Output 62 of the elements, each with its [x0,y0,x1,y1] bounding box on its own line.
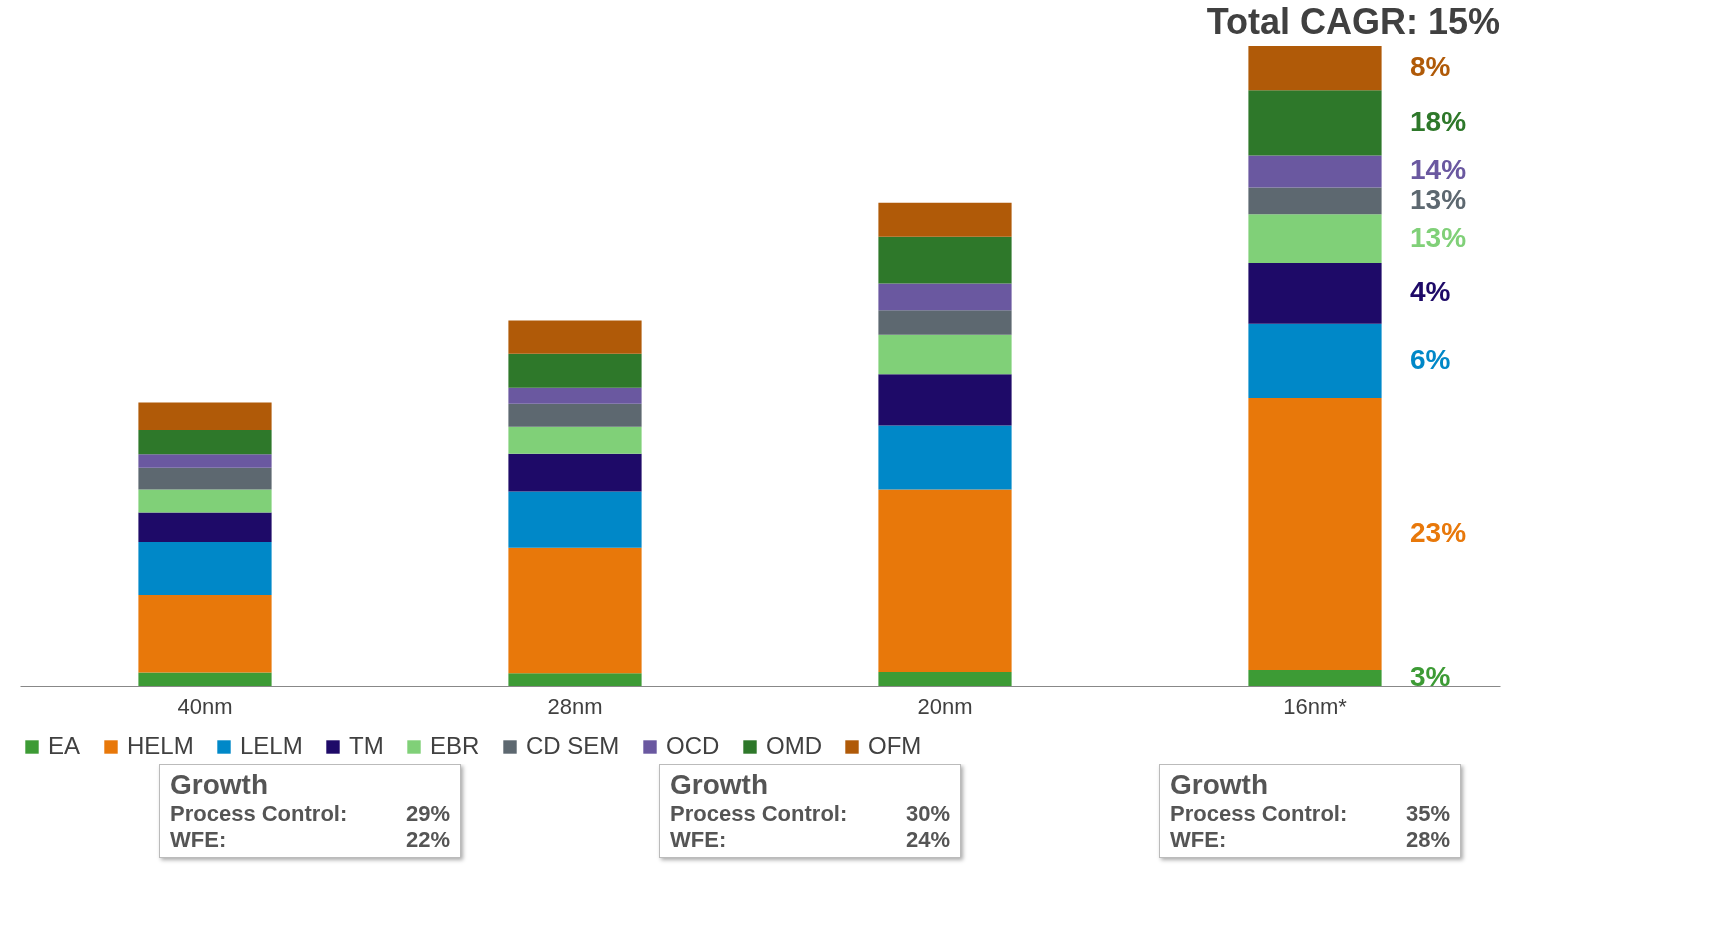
x-tick-label: 20nm [917,693,973,719]
x-tick-label: 28nm [547,693,603,719]
chart-title: Total CAGR: 15% [1206,1,1500,42]
bar [138,454,272,468]
bar [1248,323,1382,398]
bar [138,512,272,542]
bar [138,595,272,673]
legend-label: OFM [868,732,922,759]
bar [1248,90,1382,156]
bar [1248,214,1382,263]
annotation: 23% [1410,517,1467,548]
x-tick-label: 16nm* [1283,693,1348,719]
bar [508,547,642,674]
bar [878,374,1012,426]
bar [878,489,1012,672]
bar [508,387,642,404]
text: Growth Process Control: 29% WFE: 22% [170,769,450,852]
legend-label: CD SEM [526,732,620,759]
legend-label: OMD [766,732,822,759]
annotation: 3% [1410,661,1451,692]
bar [138,402,272,430]
text: Growth Process Control: 30% WFE: 24% [670,769,950,852]
legend-label: LELM [240,732,303,759]
bar [1248,398,1382,670]
legend-label: EBR [430,732,480,759]
bar [138,467,272,490]
annotation: 18% [1410,105,1467,137]
legend-label: TM [349,732,384,759]
bar [878,310,1012,335]
bar [508,673,642,686]
bar [878,202,1012,237]
annotation: 6% [1410,343,1451,375]
bar [878,425,1012,490]
annotation: 8% [1410,51,1451,83]
bar [138,672,272,686]
bar [878,671,1012,686]
legend-label: OCD [666,732,720,759]
annotation: 13% [1410,221,1467,253]
text: Growth Process Control: 35% WFE: 28% [1170,769,1450,852]
bar [1248,670,1382,686]
bar [508,453,642,492]
bar [508,320,642,354]
bar [508,403,642,427]
bar [138,489,272,513]
bar [1248,187,1382,215]
bar [878,283,1012,311]
bar [1248,46,1382,91]
annotation: 14% [1410,154,1467,186]
bar [508,491,642,548]
bar [508,426,642,454]
annotation: 13% [1410,183,1467,215]
legend-label: EA [48,732,81,759]
bar [138,430,272,455]
bar [878,334,1012,375]
bar [1248,262,1382,324]
bar [138,542,272,596]
bar [1248,155,1382,188]
annotation: 4% [1410,276,1451,308]
bar [878,236,1012,284]
x-tick-label: 40nm [177,693,233,719]
legend-label: HELM [127,732,194,759]
bar [508,353,642,388]
